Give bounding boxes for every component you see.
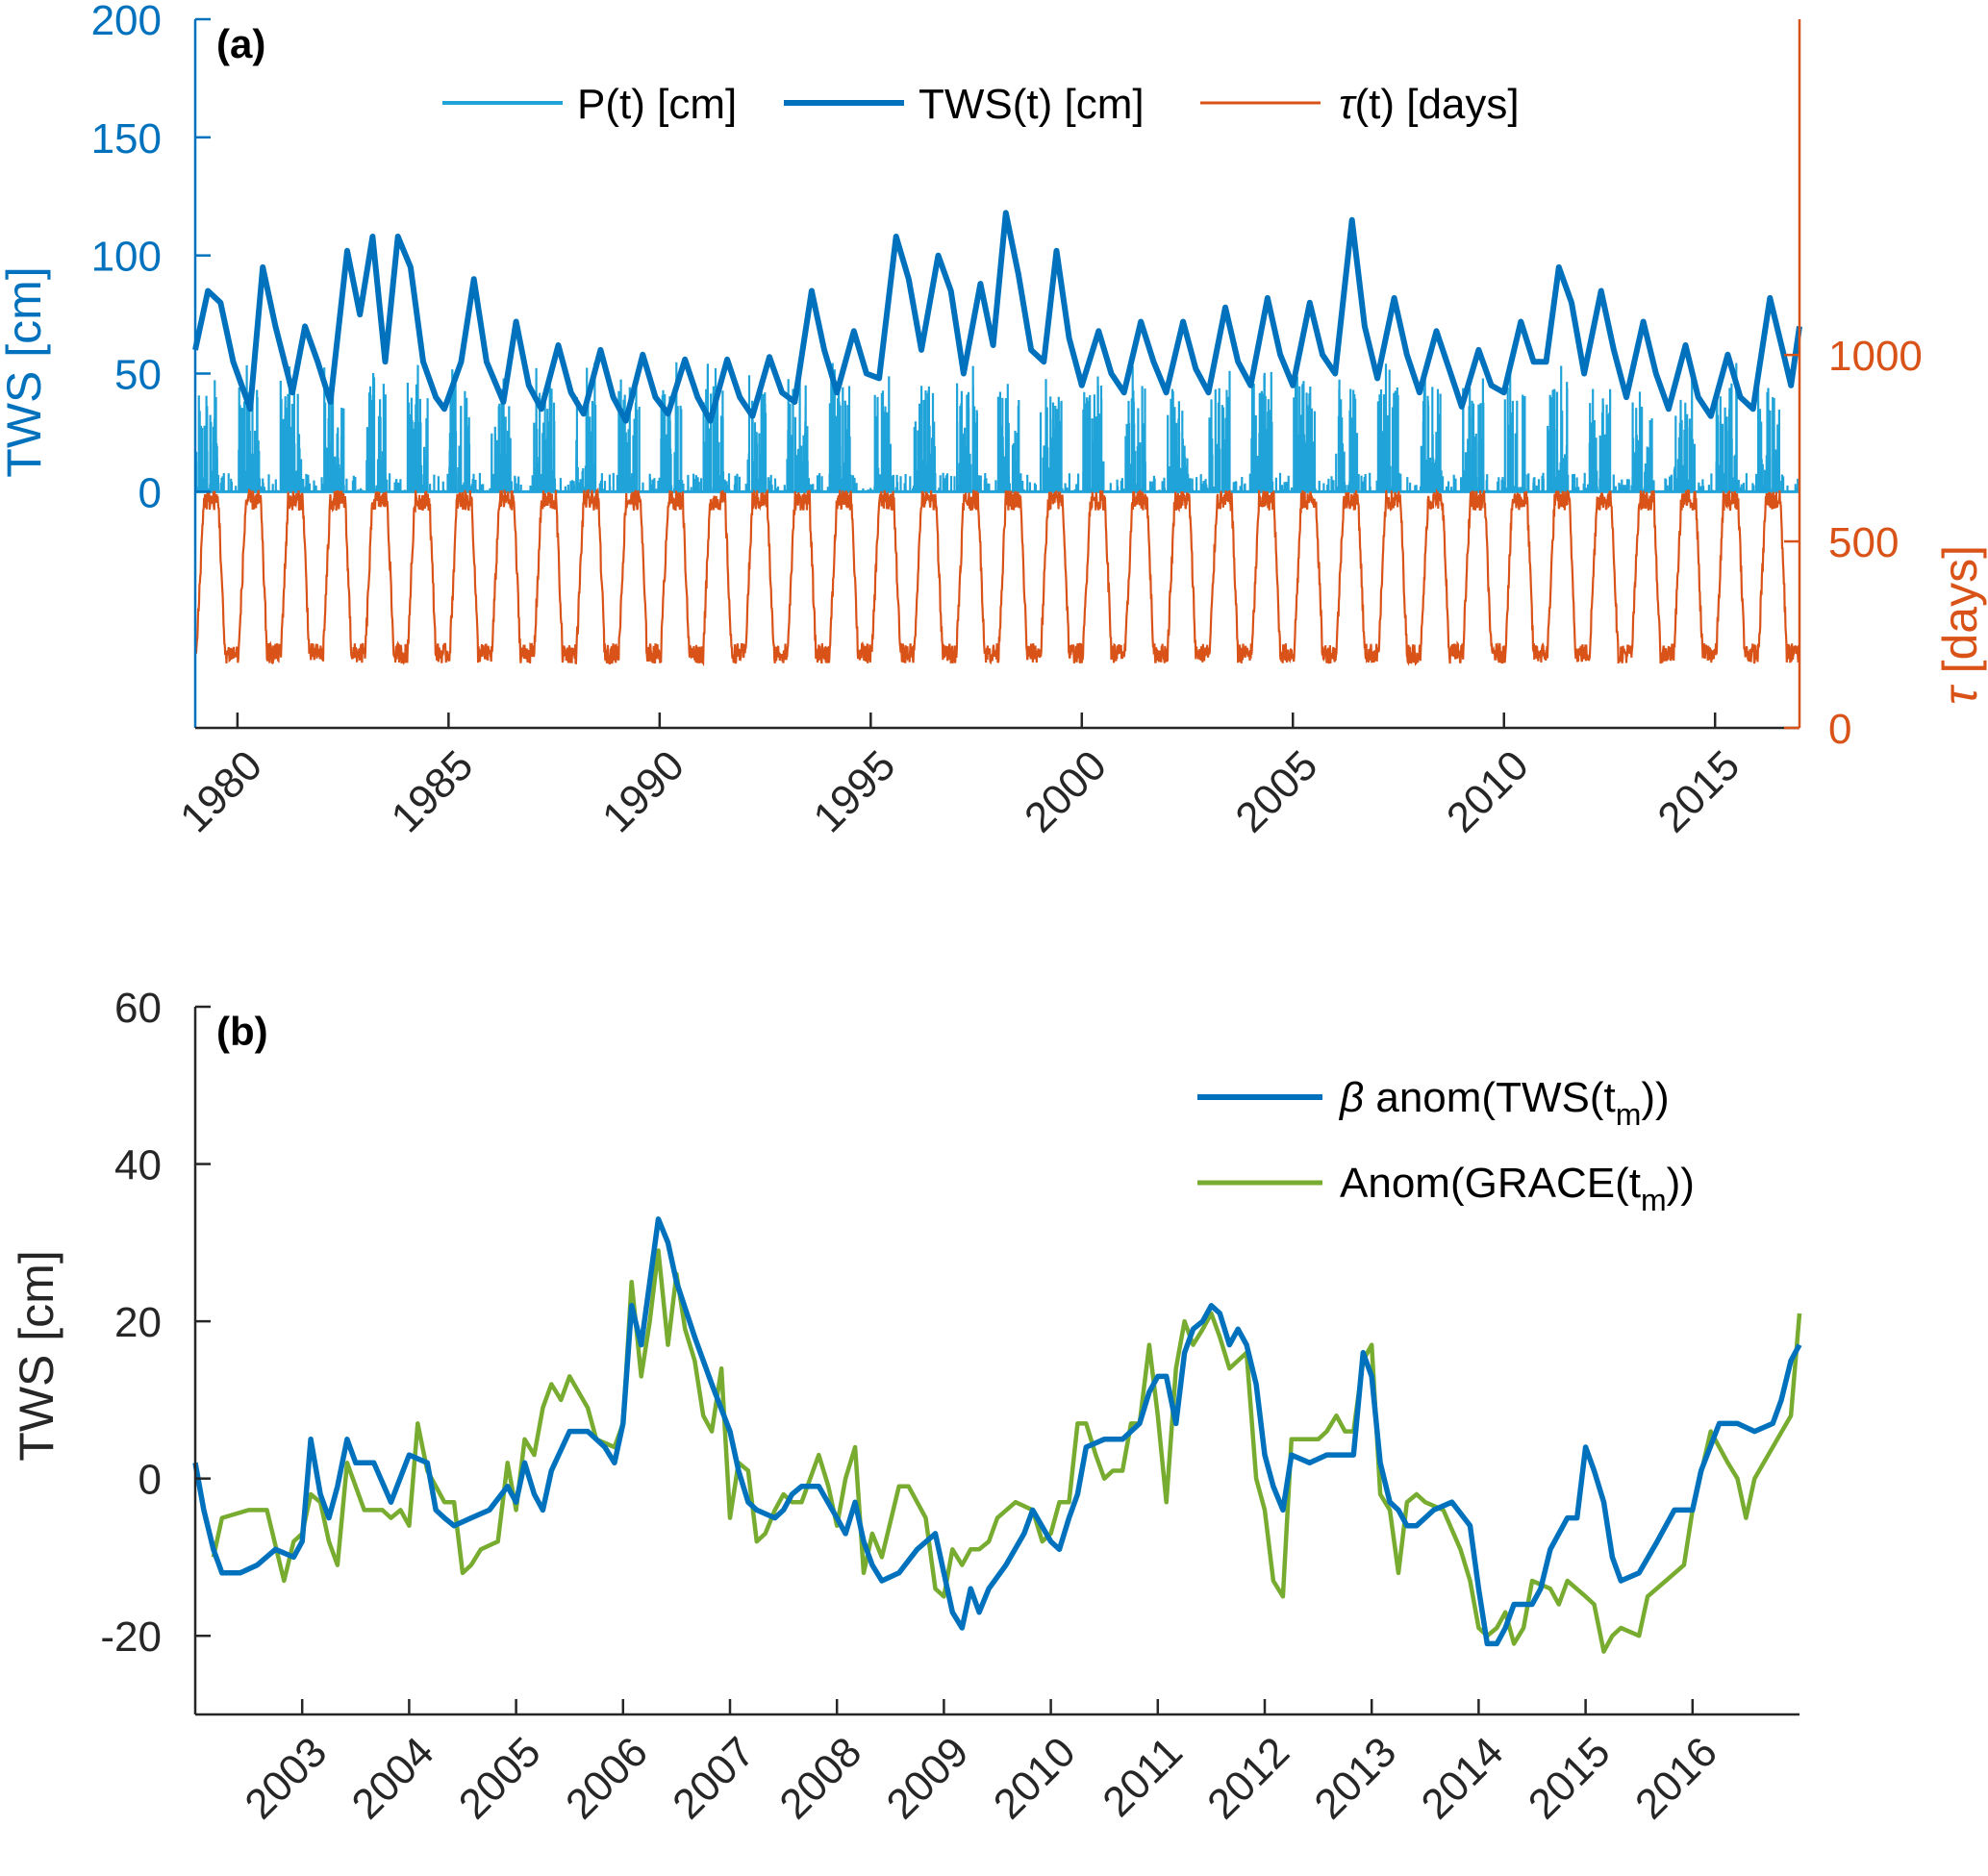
panel-a-left-tick-label: 150 [91,115,162,163]
panel-b-y-tick-label: 20 [114,1299,162,1346]
panel-b-legend: β anom(TWS(tm)) Anom(GRACE(tm)) [1197,1074,1695,1217]
panel-a-left-tick-label: 50 [114,352,162,399]
right-axis-tau-symbol: τ [1933,684,1987,705]
legend-tau-rest: (t) [days] [1354,81,1519,128]
panel-b-x-tick-label: 2012 [1198,1728,1298,1828]
panel-a-x-tick-label: 1980 [171,741,271,841]
legend-grace-main: Anom(GRACE(t [1340,1160,1641,1207]
panel-b-x-tick-label: 2015 [1520,1728,1620,1828]
panel-a-x-tick-label: 2005 [1226,741,1326,841]
legend-grace-end: )) [1667,1160,1695,1207]
beta-tws-anomaly-line [192,1216,1802,1647]
panel-b-x-tick-label: 2010 [985,1728,1085,1828]
panel-a-x-tick-label: 1990 [593,741,693,841]
grace-anomaly-line [211,1248,1802,1654]
panel-a-left-tick-label: 200 [91,0,162,44]
legend-grace-sub: m [1641,1183,1667,1217]
panel-b-y-tick-label: 40 [114,1142,162,1189]
tau-series-line [194,487,1801,667]
legend-p-label: P(t) [cm] [577,81,737,128]
panel-b-x-tick-label: 2005 [450,1728,550,1828]
panel-a-x-tick-label: 2010 [1438,741,1538,841]
legend-tws-label: TWS(t) [cm] [919,81,1145,128]
panel-b-x-tick-label: 2013 [1305,1728,1405,1828]
panel-a-x-tick-label: 2015 [1648,741,1749,841]
panel-b-y-tick-label: 60 [114,985,162,1032]
panel-b-x-tick-label: 2006 [557,1728,657,1828]
legend-tau-symbol: τ [1339,81,1357,128]
legend-beta-symbol: β [1338,1074,1364,1121]
legend-beta-main: anom(TWS(t [1364,1074,1616,1121]
panel-a-left-axis-label: TWS [cm] [0,266,51,477]
panel-b-x-tick-label: 2011 [1094,1728,1192,1826]
panel-b-x-tick-label: 2007 [664,1728,764,1828]
panel-b-x-tick-label: 2014 [1413,1728,1513,1828]
panel-b-x-tick-label: 2008 [770,1728,870,1828]
p-series-spikes [195,362,1800,492]
panel-a-left-tick-label: 100 [91,234,162,281]
panel-a-series [192,210,1802,667]
panel-b-y-axis-label: TWS [cm] [10,1250,63,1461]
panel-a-x-tick-label: 1995 [805,741,905,841]
panel-a-right-tick-label: 1000 [1828,333,1923,380]
panel-a-x-tick-label: 1985 [383,741,483,841]
legend-grace-label: Anom(GRACE(tm)) [1340,1160,1695,1217]
panel-b-label: (b) [216,1009,268,1054]
panel-b-x-tick-label: 2003 [236,1728,336,1828]
legend-tau-label: τ(t) [days] [1339,81,1520,128]
panel-b-x-tick-label: 2009 [878,1728,978,1828]
panel-b-x-tick-label: 2016 [1626,1728,1726,1828]
panel-a-left-tick-label: 0 [138,469,162,516]
tws-series-line [192,210,1802,424]
panel-a-right-axis-label: τ [days] [1933,545,1987,705]
legend-beta-end: )) [1641,1074,1669,1121]
panel-a-x-tick-label: 2000 [1016,741,1116,841]
right-axis-tau-rest: [days] [1933,545,1987,687]
panel-b-y-tick-label: -20 [100,1613,162,1661]
panel-a-right-tick-label: 0 [1828,706,1851,753]
panel-b-x-tick-label: 2004 [343,1728,443,1828]
legend-beta-sub: m [1616,1097,1642,1132]
panel-a-right-tick-label: 500 [1828,519,1899,566]
panel-b-series [192,1216,1802,1654]
panel-a-label: (a) [216,21,265,66]
panel-b-y-tick-label: 0 [138,1457,162,1504]
legend-beta-label: β anom(TWS(tm)) [1338,1074,1670,1132]
panel-a-legend: P(t) [cm] TWS(t) [cm] τ(t) [days] [442,81,1520,128]
